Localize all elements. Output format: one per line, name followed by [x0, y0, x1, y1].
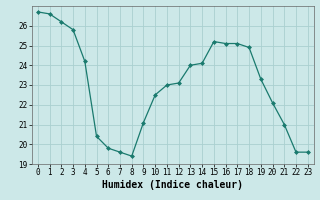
X-axis label: Humidex (Indice chaleur): Humidex (Indice chaleur) [102, 180, 243, 190]
